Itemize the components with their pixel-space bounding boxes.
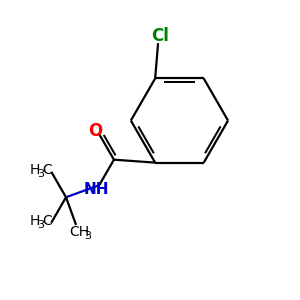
- Text: C: C: [42, 163, 52, 177]
- Text: H: H: [30, 214, 40, 228]
- Text: H: H: [30, 163, 40, 177]
- Text: O: O: [88, 122, 102, 140]
- Text: C: C: [42, 214, 52, 228]
- Text: CH: CH: [69, 225, 89, 239]
- Text: 3: 3: [38, 169, 44, 179]
- Text: 3: 3: [38, 220, 44, 230]
- Text: Cl: Cl: [151, 27, 169, 45]
- Text: NH: NH: [83, 182, 109, 197]
- Text: 3: 3: [84, 231, 92, 241]
